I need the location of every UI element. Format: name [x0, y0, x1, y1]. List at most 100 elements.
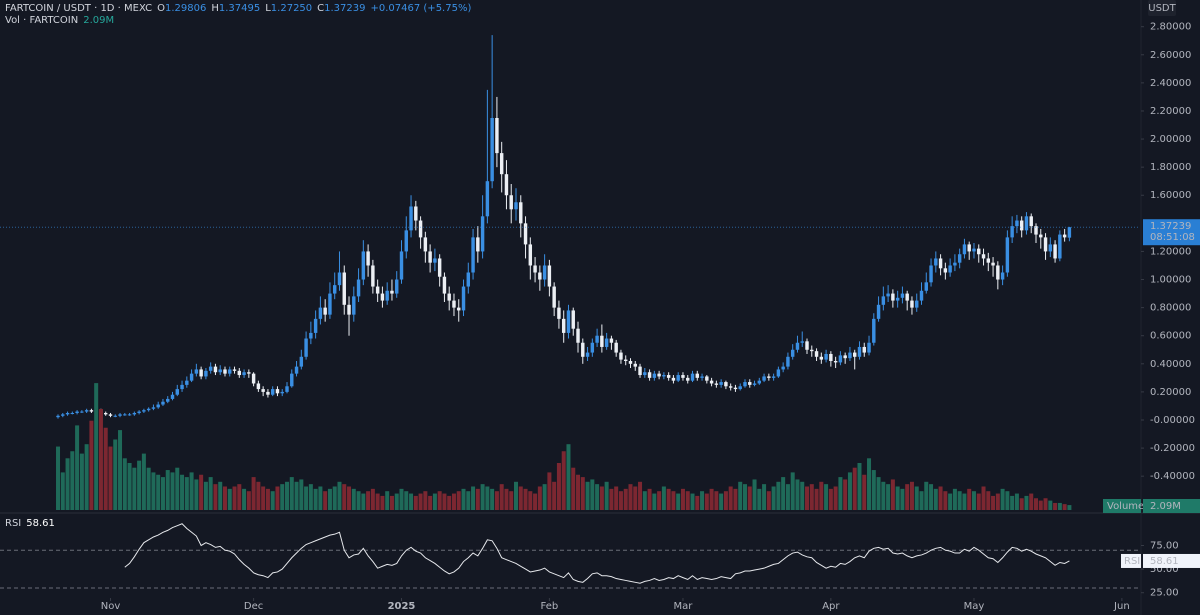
candle-body: [814, 351, 819, 357]
candle-body: [810, 349, 814, 352]
volume-bar: [614, 486, 619, 510]
volume-bar: [347, 486, 352, 510]
volume-bar: [595, 484, 600, 510]
volume-bar: [94, 383, 99, 510]
volume-bar: [385, 491, 390, 510]
volume-bar: [375, 493, 380, 510]
candle-body: [819, 356, 824, 360]
candle-body: [748, 382, 752, 385]
candle-body: [786, 356, 790, 367]
candle-body: [1019, 220, 1024, 231]
countdown: 08:51:08: [1150, 232, 1195, 243]
candle-body: [910, 300, 914, 308]
candle-body: [1043, 237, 1048, 252]
candle-body: [833, 360, 838, 363]
rsi-value: 58.61: [1150, 556, 1179, 567]
volume-bar: [733, 488, 738, 510]
candle-body: [185, 380, 189, 385]
y-tick-label: 0.40000: [1150, 359, 1191, 370]
x-tick-label: Apr: [822, 601, 840, 612]
candle-body: [156, 404, 160, 408]
volume-bar: [294, 481, 299, 510]
candle-body: [638, 366, 642, 376]
candle-body: [662, 375, 666, 377]
volume-bar: [428, 495, 433, 510]
volume-bar: [552, 481, 557, 510]
candle-body: [743, 382, 747, 387]
candle-body: [299, 356, 304, 367]
candle-body: [466, 272, 471, 287]
volume-bar: [652, 493, 657, 510]
candle-body: [733, 387, 738, 390]
candle-body: [294, 366, 299, 374]
volume-bar: [499, 484, 504, 510]
volume-bar: [776, 481, 781, 510]
candle-body: [151, 407, 156, 409]
candle-body: [328, 293, 332, 315]
volume-bar: [971, 491, 976, 510]
candle-body: [457, 307, 461, 311]
candle-body: [547, 265, 552, 287]
volume-bar: [895, 486, 900, 510]
candle-body: [56, 415, 60, 418]
candle-body: [237, 370, 242, 376]
volume-bar: [995, 493, 1000, 510]
vol-value: 2.09M: [83, 15, 114, 26]
candle-body: [361, 251, 366, 280]
candle-body: [1067, 227, 1072, 238]
candle-body: [261, 389, 265, 392]
volume-bar: [84, 444, 89, 510]
candle-body: [728, 386, 733, 388]
candle-body: [924, 282, 928, 291]
volume-bar: [227, 488, 232, 510]
candle-body: [824, 353, 828, 360]
volume-bar: [323, 491, 328, 510]
candle-body: [528, 244, 533, 266]
volume-bar: [933, 488, 938, 510]
y-tick-label: 2.20000: [1150, 106, 1191, 117]
volume-bar: [475, 488, 480, 510]
volume-value-box: [1143, 499, 1200, 513]
volume-bar: [165, 470, 170, 510]
ohlc-value: 1.27250: [271, 3, 312, 14]
candle-body: [290, 373, 294, 387]
volume-bar: [156, 474, 161, 510]
volume-bar: [800, 481, 805, 510]
candle-body: [542, 265, 547, 280]
candle-body: [1024, 216, 1029, 231]
candle-body: [380, 293, 385, 301]
volume-bar: [118, 430, 123, 510]
rsi-name: RSI: [1124, 556, 1140, 567]
candle-body: [1000, 272, 1005, 280]
volume-bar: [280, 484, 285, 510]
volume-bar: [366, 491, 371, 510]
volume-bar: [886, 484, 891, 510]
candle-body: [881, 296, 886, 305]
change: +0.07467 (+5.75%): [371, 3, 472, 14]
volume-bar: [604, 481, 609, 510]
candle-body: [270, 389, 275, 395]
candle-body: [404, 230, 408, 252]
volume-bar: [208, 477, 213, 510]
candle-body: [514, 202, 518, 210]
volume-bar: [246, 491, 251, 510]
candle-body: [75, 411, 79, 413]
y-tick-label: 1.00000: [1150, 275, 1191, 286]
volume-bar: [304, 486, 309, 510]
volume-bar: [466, 491, 471, 510]
volume-bar: [809, 484, 814, 510]
candle-body: [557, 307, 561, 319]
candle-body: [981, 254, 986, 259]
candle-body: [251, 373, 256, 384]
volume-bar: [814, 488, 819, 510]
candle-body: [232, 369, 237, 371]
volume-bar: [757, 488, 762, 510]
candle-body: [409, 206, 413, 231]
y-tick-label: -0.40000: [1150, 471, 1195, 482]
volume-bar: [661, 486, 666, 510]
volume-bar: [213, 484, 218, 510]
rsi-line: [124, 523, 1070, 584]
volume-bar: [948, 493, 953, 510]
candle-body: [996, 265, 1000, 280]
